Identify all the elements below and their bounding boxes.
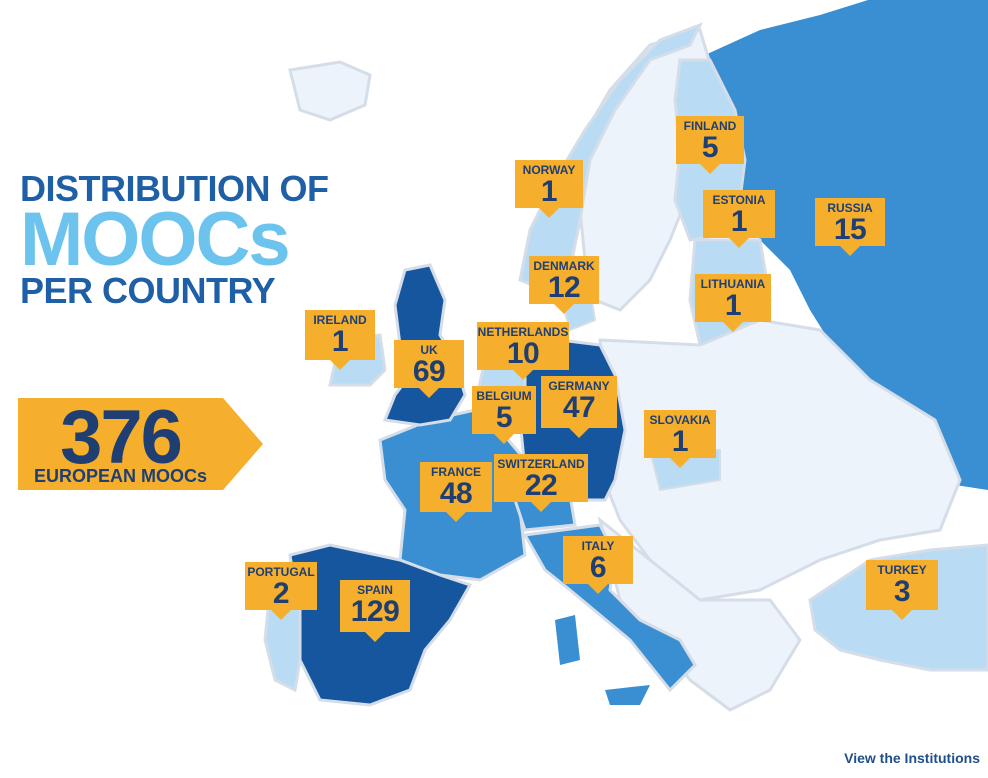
- country-name: LITHUANIA: [700, 277, 766, 291]
- country-name: SLOVAKIA: [649, 413, 711, 427]
- country-name: FRANCE: [431, 465, 481, 479]
- callout-norway: NORWAY 1: [515, 160, 583, 218]
- country-name: DENMARK: [533, 259, 595, 273]
- country-count: 1: [671, 425, 689, 458]
- country-count: 6: [589, 551, 607, 584]
- country-name: SPAIN: [357, 583, 393, 597]
- country-name: BELGIUM: [476, 389, 532, 403]
- country-count: 22: [524, 469, 558, 502]
- country-name: RUSSIA: [827, 201, 873, 215]
- callout-slovakia: SLOVAKIA 1: [644, 410, 716, 468]
- callout-finland: FINLAND 5: [676, 116, 744, 174]
- country-count: 5: [495, 401, 513, 434]
- country-count: 1: [724, 289, 742, 322]
- callout-italy: ITALY 6: [563, 536, 633, 594]
- callout-denmark: DENMARK 12: [529, 256, 599, 314]
- country-name: ESTONIA: [712, 193, 766, 207]
- callout-turkey: TURKEY 3: [866, 560, 938, 620]
- callout-switzerland: SWITZERLAND 22: [494, 454, 588, 512]
- region-sardinia: [555, 615, 580, 665]
- country-count: 12: [547, 271, 581, 304]
- callout-russia: RUSSIA 15: [815, 198, 885, 256]
- callout-netherlands: NETHERLANDS 10: [477, 322, 569, 380]
- country-count: 47: [562, 391, 596, 424]
- country-name: NORWAY: [522, 163, 576, 177]
- callout-uk: UK 69: [394, 340, 464, 398]
- region-russia-north: [705, 0, 868, 140]
- country-name: ITALY: [581, 539, 615, 553]
- country-count: 15: [833, 213, 867, 246]
- callout-belgium: BELGIUM 5: [472, 386, 536, 444]
- country-name: TURKEY: [877, 563, 927, 577]
- country-count: 69: [412, 355, 446, 388]
- country-name: IRELAND: [313, 313, 367, 327]
- country-name: NETHERLANDS: [477, 325, 569, 339]
- title-highlight: MOOCs: [20, 197, 291, 282]
- callout-france: FRANCE 48: [420, 462, 492, 522]
- country-count: 129: [350, 595, 400, 628]
- arrow-banner-shape: [18, 398, 263, 490]
- country-count: 48: [439, 477, 473, 510]
- callout-estonia: ESTONIA 1: [703, 190, 775, 248]
- callout-portugal: PORTUGAL 2: [245, 562, 317, 620]
- title-line-1: DISTRIBUTION OF: [20, 168, 329, 209]
- country-count: 5: [701, 131, 719, 164]
- total-caption: EUROPEAN MOOCs: [33, 466, 208, 486]
- country-count: 1: [730, 205, 748, 238]
- country-count: 10: [506, 337, 540, 370]
- country-name: UK: [420, 343, 438, 357]
- country-name: PORTUGAL: [247, 565, 315, 579]
- callout-lithuania: LITHUANIA 1: [695, 274, 771, 332]
- callout-germany: GERMANY 47: [541, 376, 617, 438]
- country-name: SWITZERLAND: [497, 457, 585, 471]
- region-eastern-europe: [598, 318, 962, 602]
- country-name: FINLAND: [683, 119, 737, 133]
- total-banner: 376 EUROPEAN MOOCs: [18, 395, 263, 490]
- region-iceland: [288, 60, 372, 122]
- country-name: GERMANY: [548, 379, 610, 393]
- callout-ireland: IRELAND 1: [305, 310, 375, 370]
- title-line-3: PER COUNTRY: [20, 270, 276, 311]
- country-count: 3: [893, 575, 911, 608]
- country-count: 2: [272, 577, 290, 610]
- region-sicily: [605, 685, 650, 705]
- country-count: 1: [331, 325, 349, 358]
- view-institutions-link[interactable]: View the Institutions: [844, 750, 980, 766]
- country-count: 1: [540, 175, 558, 208]
- total-count: 376: [60, 395, 183, 480]
- callout-spain: SPAIN 129: [340, 580, 410, 642]
